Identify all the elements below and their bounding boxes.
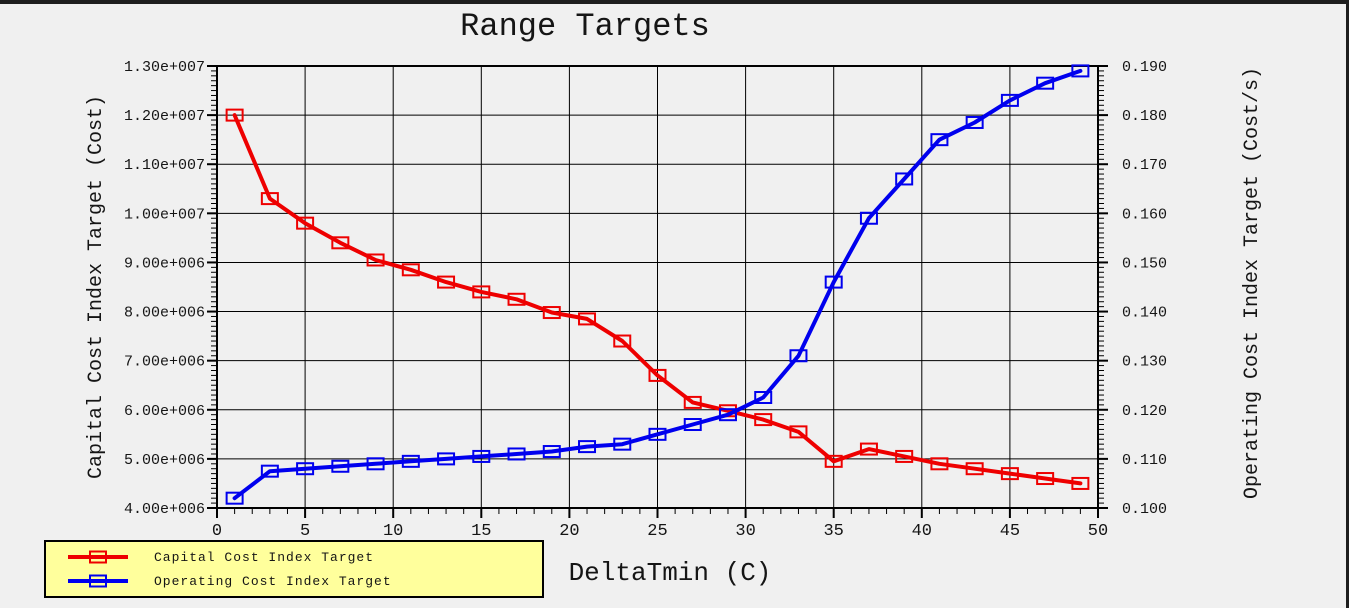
series-marker: [895, 172, 914, 186]
x-tick-label: 0: [212, 522, 222, 541]
window-border-right: [1346, 0, 1349, 608]
series-marker: [296, 462, 315, 476]
series-marker: [401, 454, 420, 468]
y-left-tick-label: 1.00e+007: [124, 206, 205, 223]
legend-label: Capital Cost Index Target: [154, 549, 375, 565]
series-marker: [648, 427, 667, 441]
x-tick-label: 5: [300, 522, 310, 541]
x-tick-label: 15: [471, 522, 491, 541]
axis-frame: [216, 65, 1099, 509]
series-marker: [683, 418, 702, 432]
y-right-tick-label: 0.110: [1122, 452, 1167, 469]
series-marker: [578, 312, 597, 326]
series-marker: [542, 306, 561, 320]
series-marker: [225, 108, 244, 122]
x-tick-label: 50: [1088, 522, 1108, 541]
series-marker: [683, 395, 702, 409]
y-right-tick-label: 0.150: [1122, 255, 1167, 272]
y-right-tick-label: 0.160: [1122, 206, 1167, 223]
x-tick-label: 20: [559, 522, 579, 541]
series-marker: [648, 368, 667, 382]
series-marker: [366, 457, 385, 471]
series-marker: [754, 391, 773, 404]
y-right-tick-label: 0.120: [1122, 403, 1167, 420]
series-marker: [437, 452, 456, 466]
series-marker: [260, 464, 279, 478]
legend-marker-icon: [89, 574, 107, 588]
series-marker: [930, 457, 949, 471]
series-marker: [859, 211, 878, 225]
series-marker: [613, 334, 632, 348]
y-right-tick-label: 0.190: [1122, 59, 1167, 76]
y-right-tick-label: 0.170: [1122, 157, 1167, 174]
series-marker: [1000, 467, 1019, 481]
x-tick-label: 25: [647, 522, 667, 541]
series-marker: [1036, 472, 1055, 486]
x-tick-label: 40: [912, 522, 932, 541]
y-left-tick-label: 8.00e+006: [124, 305, 205, 322]
y-right-tick-label: 0.180: [1122, 108, 1167, 125]
y-left-tick-label: 6.00e+006: [124, 403, 205, 420]
y-left-tick-label: 9.00e+006: [124, 255, 205, 272]
series-marker: [472, 449, 491, 463]
y-left-tick-label: 5.00e+006: [124, 452, 205, 469]
series-marker: [296, 216, 315, 230]
legend-line-sample: [68, 550, 128, 564]
series-marker: [331, 459, 350, 473]
series-marker: [225, 491, 244, 505]
series-marker: [542, 445, 561, 459]
series-marker: [930, 133, 949, 147]
legend-box[interactable]: Capital Cost Index Target Operating Cost …: [44, 540, 544, 598]
series-marker: [613, 437, 632, 451]
legend-item: Operating Cost Index Target: [46, 569, 542, 593]
x-tick-label: 10: [383, 522, 403, 541]
series-marker: [1071, 64, 1090, 78]
x-tick-label: 45: [1000, 522, 1020, 541]
y-right-tick-label: 0.140: [1122, 305, 1167, 322]
y-left-tick-label: 7.00e+006: [124, 354, 205, 371]
series-line-1[interactable]: [232, 68, 1083, 501]
series-marker: [472, 285, 491, 299]
series-marker: [824, 275, 843, 289]
window-border-top: [0, 0, 1349, 4]
series-marker: [824, 454, 843, 468]
series-marker: [401, 263, 420, 277]
y-left-tick-label: 1.30e+007: [124, 59, 205, 76]
series-marker: [1071, 476, 1090, 490]
y-right-tick-label: 0.130: [1122, 354, 1167, 371]
y-left-tick-label: 4.00e+006: [124, 501, 205, 518]
series-marker: [789, 349, 808, 363]
legend-item: Capital Cost Index Target: [46, 545, 542, 569]
x-tick-label: 30: [735, 522, 755, 541]
series-marker: [754, 413, 773, 427]
series-marker: [578, 440, 597, 454]
series-marker: [507, 447, 526, 461]
series-marker: [331, 236, 350, 250]
series-marker: [260, 192, 279, 206]
series-marker: [789, 425, 808, 439]
series-marker: [1036, 76, 1055, 90]
legend-label: Operating Cost Index Target: [154, 573, 392, 589]
series-line-0[interactable]: [232, 113, 1083, 486]
series-marker: [895, 449, 914, 463]
y-axis-left-title: Capital Cost Index Target (Cost): [85, 94, 108, 480]
y-left-tick-label: 1.10e+007: [124, 157, 205, 174]
series-marker: [859, 442, 878, 456]
series-marker: [1000, 93, 1019, 107]
series-marker: [437, 275, 456, 289]
series-marker: [507, 292, 526, 306]
y-left-tick-label: 1.20e+007: [124, 108, 205, 125]
series-marker: [965, 115, 984, 129]
legend-marker-icon: [89, 550, 107, 564]
chart-title: Range Targets: [460, 8, 710, 45]
y-right-tick-label: 0.100: [1122, 501, 1167, 518]
x-axis-title: DeltaTmin (C): [568, 558, 772, 588]
legend-line-sample: [68, 574, 128, 588]
series-marker: [718, 408, 737, 422]
series-marker: [366, 253, 385, 267]
series-marker: [965, 462, 984, 476]
x-tick-label: 35: [823, 522, 843, 541]
y-axis-right-title: Operating Cost Index Target (Cost/s): [1241, 66, 1264, 500]
